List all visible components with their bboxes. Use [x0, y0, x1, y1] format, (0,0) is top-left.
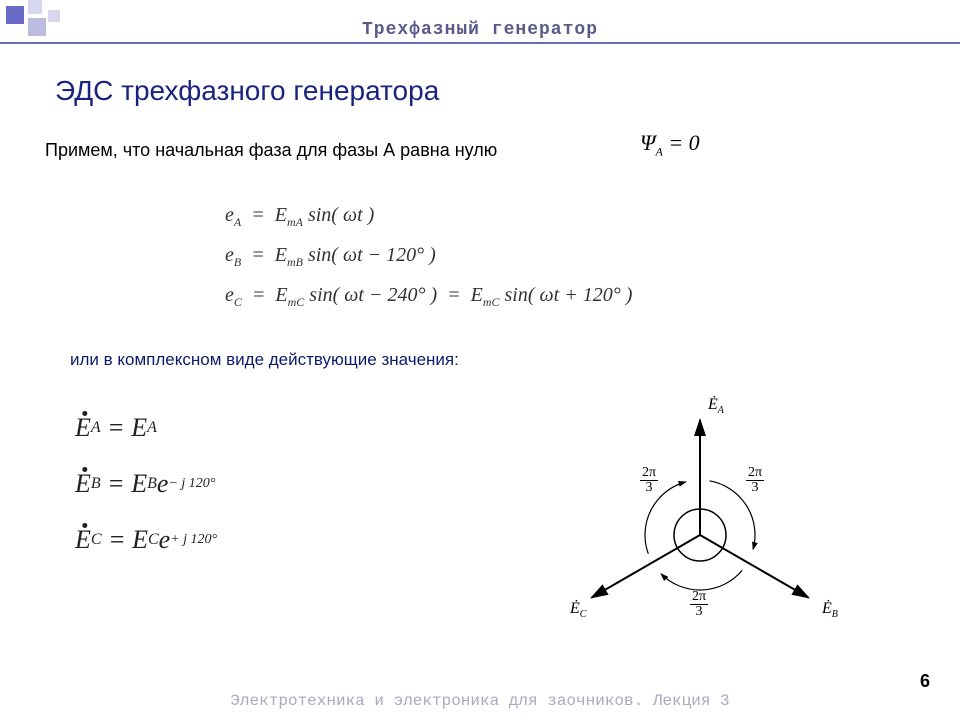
footer-text: Электротехника и электроника для заочник…	[0, 692, 960, 710]
subtitle: Примем, что начальная фаза для фазы А ра…	[45, 140, 497, 161]
complex-ec: EC = ECe+ j 120°	[75, 512, 217, 568]
phasor-diagram: ĖAĖBĖC2π32π32π3	[530, 390, 870, 650]
page-title: ЭДС трехфазного генератора	[55, 75, 439, 107]
psi-equation: ΨA = 0	[640, 130, 700, 159]
complex-equations: EA = EA EB = EBe− j 120° EC = ECe+ j 120…	[75, 400, 217, 568]
equation-eb: eB = EmB sin( ωt − 120° )	[225, 235, 632, 275]
sin-equations: eA = EmA sin( ωt ) eB = EmB sin( ωt − 12…	[225, 195, 632, 315]
page-number: 6	[920, 671, 930, 692]
header-line	[0, 42, 960, 44]
equation-ea: eA = EmA sin( ωt )	[225, 195, 632, 235]
header-title: Трехфазный генератор	[0, 20, 960, 40]
complex-label: или в комплексном виде действующие значе…	[70, 350, 459, 370]
equation-ec: eC = EmC sin( ωt − 240° ) = EmC sin( ωt …	[225, 275, 632, 315]
complex-ea: EA = EA	[75, 400, 217, 456]
complex-eb: EB = EBe− j 120°	[75, 456, 217, 512]
